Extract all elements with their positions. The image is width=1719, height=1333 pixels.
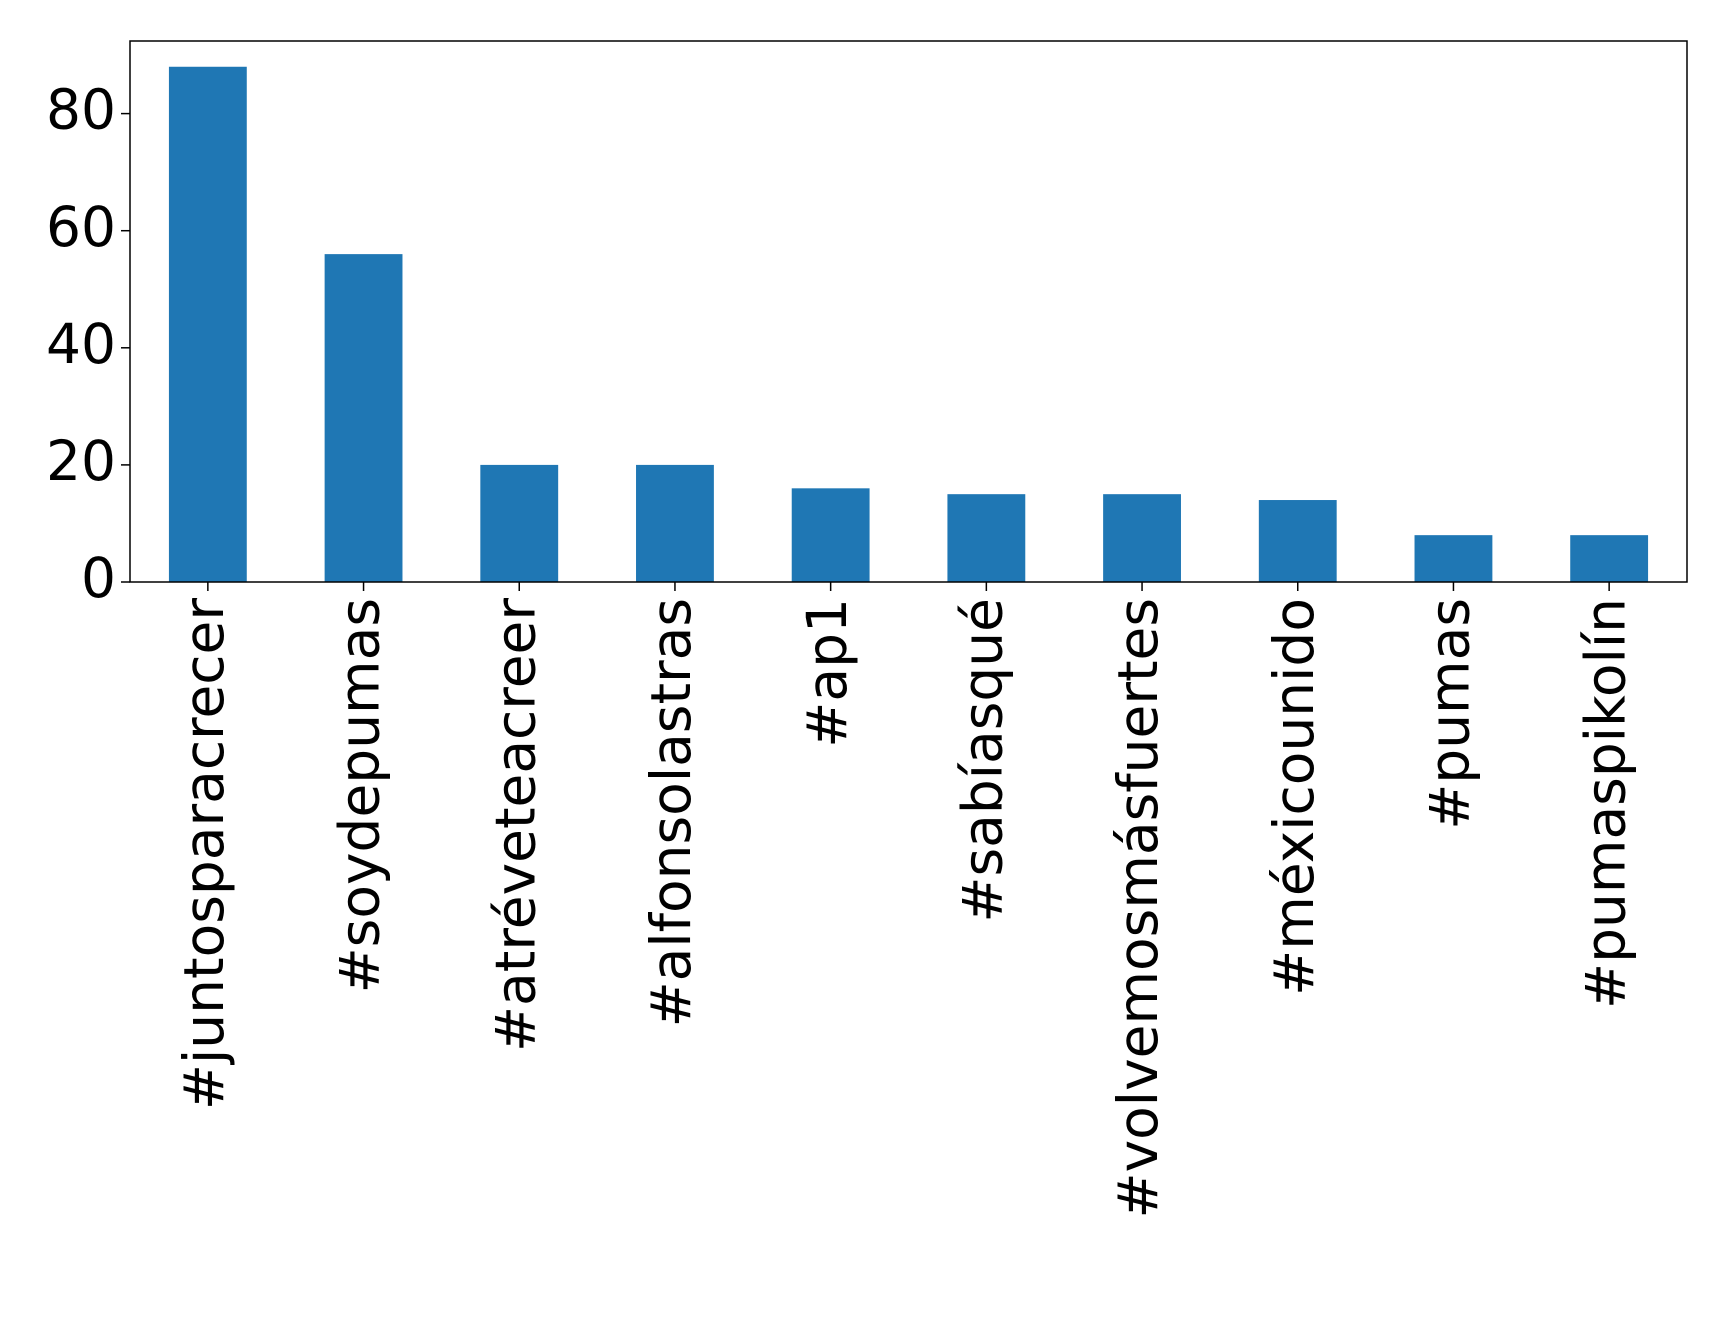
- x-tick-label: #ap1: [795, 598, 859, 748]
- x-tick-label: #soydepumas: [328, 598, 392, 993]
- bar: [791, 488, 870, 582]
- bar: [168, 66, 247, 582]
- plot-frame: [129, 40, 1688, 583]
- bar: [1414, 535, 1493, 582]
- x-tick-label: #alfonsolastras: [639, 598, 703, 1027]
- x-tick-label: #sabíasqué: [950, 598, 1014, 923]
- x-tick-label: #atréveteacreer: [483, 598, 547, 1052]
- x-tick-label: #méxicounido: [1262, 598, 1326, 996]
- y-tick-label: 20: [46, 429, 116, 493]
- bar: [1570, 535, 1649, 582]
- x-tick-label: #pumas: [1418, 598, 1482, 830]
- bar: [1103, 494, 1181, 582]
- y-tick-label: 80: [46, 78, 116, 142]
- bar: [480, 464, 559, 582]
- bar: [324, 254, 403, 582]
- x-tick-label: #juntosparacrecer: [172, 598, 236, 1110]
- bar: [1258, 500, 1337, 582]
- bar: [947, 494, 1026, 582]
- x-tick-label: #pumaspikolín: [1573, 598, 1637, 1009]
- y-tick-label: 40: [46, 312, 116, 376]
- y-tick-label: 0: [81, 546, 116, 610]
- bar: [636, 464, 714, 582]
- x-tick-label: #volvemosmásfuertes: [1106, 598, 1170, 1219]
- y-tick-label: 60: [46, 195, 116, 259]
